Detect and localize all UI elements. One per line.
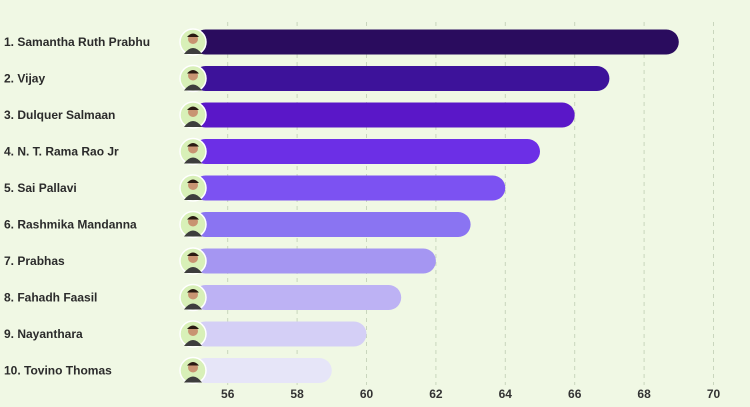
bar bbox=[193, 285, 402, 310]
nayanthara-avatar-icon bbox=[179, 320, 207, 348]
x-tick-label: 66 bbox=[568, 387, 582, 401]
x-tick-label: 62 bbox=[429, 387, 443, 401]
x-tick-label: 68 bbox=[637, 387, 651, 401]
dulquer-avatar-icon bbox=[179, 101, 207, 129]
bar bbox=[193, 212, 471, 237]
bar bbox=[193, 175, 506, 201]
category-label: 6. Rashmika Mandanna bbox=[4, 218, 137, 232]
vijay-avatar-icon bbox=[179, 64, 207, 93]
bar bbox=[193, 321, 367, 347]
prabhas-avatar-icon bbox=[179, 247, 207, 275]
bar bbox=[193, 102, 575, 128]
ntr-avatar-icon bbox=[179, 137, 207, 166]
fahadh-avatar-icon bbox=[179, 283, 207, 312]
category-label: 1. Samantha Ruth Prabhu bbox=[4, 35, 150, 49]
bar bbox=[193, 248, 436, 274]
category-label: 5. Sai Pallavi bbox=[4, 181, 77, 195]
bar bbox=[193, 66, 610, 91]
x-tick-label: 64 bbox=[499, 387, 513, 401]
category-label: 3. Dulquer Salmaan bbox=[4, 108, 115, 122]
rashmika-avatar-icon bbox=[179, 210, 207, 239]
category-label: 9. Nayanthara bbox=[4, 327, 83, 341]
x-tick-label: 70 bbox=[707, 387, 721, 401]
category-label: 8. Fahadh Faasil bbox=[4, 291, 97, 305]
bar bbox=[193, 358, 332, 383]
category-label: 2. Vijay bbox=[4, 72, 45, 86]
category-label: 4. N. T. Rama Rao Jr bbox=[4, 145, 119, 159]
samantha-avatar-icon bbox=[179, 28, 207, 56]
category-label: 7. Prabhas bbox=[4, 254, 65, 268]
tovino-avatar-icon bbox=[179, 356, 207, 385]
category-label: 10. Tovino Thomas bbox=[4, 364, 112, 378]
bar bbox=[193, 29, 679, 55]
x-tick-label: 60 bbox=[360, 387, 374, 401]
x-tick-label: 58 bbox=[290, 387, 304, 401]
x-tick-label: 56 bbox=[221, 387, 235, 401]
bar bbox=[193, 139, 540, 164]
sai-pallavi-avatar-icon bbox=[179, 174, 207, 202]
